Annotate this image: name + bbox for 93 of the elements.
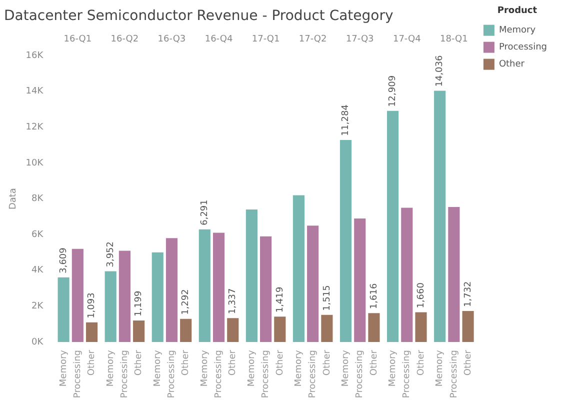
x-tick-label: 16-Q4 (204, 34, 233, 45)
x-tick-label: 17-Q3 (346, 34, 374, 45)
text: Memory (58, 350, 69, 387)
y-tick-label: 8K (32, 194, 44, 204)
text: Processing (308, 350, 318, 398)
y-tick-label: 10K (26, 158, 44, 168)
text: Processing (449, 350, 460, 398)
data-label: 1,337 (228, 288, 238, 314)
bar (152, 252, 164, 342)
bar (387, 110, 399, 342)
data-label: 1,515 (322, 285, 332, 311)
text: Memory (247, 350, 258, 387)
text: Processing (261, 350, 272, 398)
text: Other (416, 350, 426, 376)
data-label: 1,199 (134, 290, 144, 317)
y-tick-label: 14K (26, 86, 44, 97)
data-label: 1,732 (463, 281, 474, 307)
text: Memory (435, 350, 446, 387)
text: Other (134, 350, 144, 376)
text: Processing (167, 350, 178, 398)
bar (260, 236, 272, 342)
bar (133, 320, 145, 342)
bar (198, 229, 210, 342)
text: Memory (341, 350, 352, 387)
bar (118, 250, 130, 342)
legend-label: Processing (498, 42, 548, 53)
data-label: 1,660 (416, 282, 426, 308)
text: Memory (294, 350, 304, 387)
x-tick-label: 16-Q3 (158, 34, 186, 45)
data-label: 1,093 (87, 292, 98, 318)
text: Other (369, 350, 380, 376)
text: Processing (402, 350, 412, 398)
text: Memory (388, 350, 398, 387)
y-tick-label: 4K (32, 266, 44, 276)
bar (72, 248, 84, 342)
bar (340, 140, 352, 342)
bar (292, 195, 305, 342)
data-label: 11,284 (341, 104, 352, 136)
x-tick-label: 17-Q1 (252, 34, 280, 45)
text: Processing (120, 350, 130, 398)
bar (227, 318, 239, 342)
data-label: 1,419 (275, 286, 286, 313)
data-label: 3,952 (106, 241, 116, 268)
y-tick-label: 12K (26, 122, 44, 133)
legend-label: Other (498, 60, 525, 70)
text: Other (463, 350, 474, 376)
bar (274, 316, 286, 342)
bar (166, 238, 178, 342)
data-label: 12,909 (388, 75, 398, 107)
x-tick-label: 17-Q4 (392, 34, 422, 45)
data-label: 1,292 (181, 289, 192, 315)
x-tick-label: 17-Q2 (298, 34, 327, 45)
text: Other (87, 350, 98, 376)
text: Processing (73, 350, 84, 398)
bar (415, 312, 427, 342)
x-tick-label: 16-Q1 (64, 34, 92, 45)
text: Memory (200, 350, 210, 387)
text: Processing (355, 350, 366, 398)
text: Other (322, 350, 332, 376)
text: Memory (152, 350, 163, 387)
bar (434, 90, 446, 342)
y-axis-title: Data (8, 188, 19, 210)
data-label: 14,036 (435, 54, 446, 87)
bar (462, 310, 474, 342)
x-tick-label: 18-Q1 (440, 34, 468, 45)
bar (246, 210, 258, 342)
data-label: 1,616 (369, 283, 380, 310)
y-tick-label: 2K (32, 302, 44, 312)
text: Memory (106, 350, 116, 387)
y-tick-label: 0K (32, 337, 44, 348)
y-tick-label: 16K (26, 50, 44, 61)
bar (368, 313, 380, 342)
chart-title: Datacenter Semiconductor Revenue - Product Category (4, 8, 394, 24)
text: Other (181, 350, 192, 376)
text: Processing (214, 350, 224, 398)
bar (212, 232, 225, 342)
bar (448, 207, 460, 342)
bar (321, 314, 333, 342)
bar (86, 322, 98, 342)
bar (58, 277, 70, 342)
data-label: 3,609 (58, 247, 69, 274)
bar (354, 218, 366, 342)
bar (104, 271, 116, 342)
legend-title: Product (497, 6, 538, 16)
bar (307, 226, 319, 342)
bar (180, 318, 192, 342)
x-tick-label: 16-Q2 (110, 34, 139, 45)
legend-label: Memory (498, 26, 536, 36)
text: Other (228, 350, 238, 376)
data-label: 6,291 (200, 200, 210, 226)
y-tick-label: 6K (32, 230, 44, 240)
text: Other (275, 350, 286, 376)
bar (401, 208, 413, 342)
